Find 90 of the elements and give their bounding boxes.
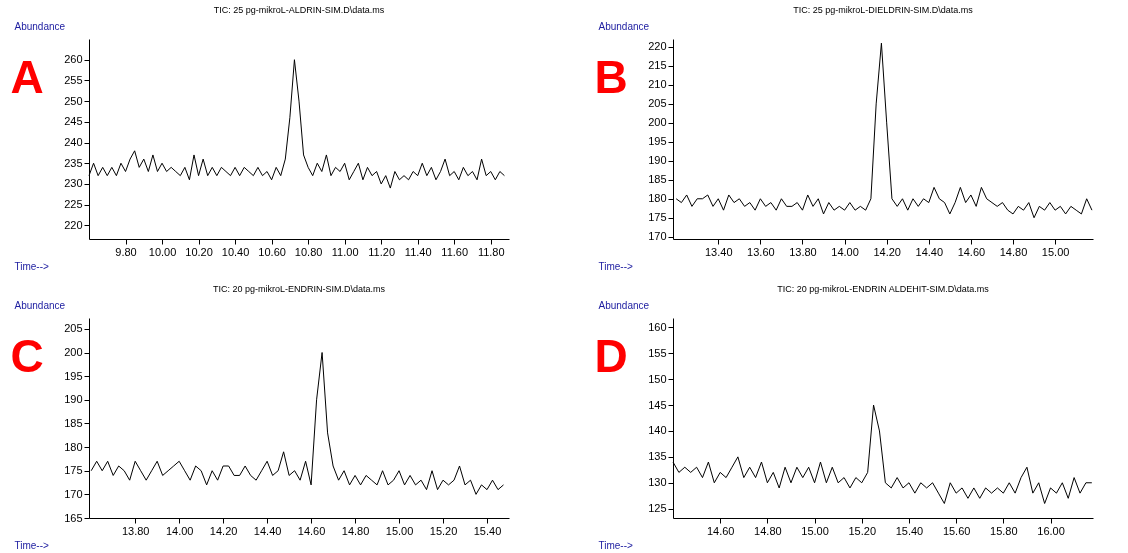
x-tick-label: 15.60: [942, 524, 971, 537]
y-tick-label: 155: [648, 346, 667, 359]
y-tick-label: 230: [64, 177, 83, 190]
y-axis-title: Abundance: [14, 20, 66, 32]
x-tick-label: 14.20: [209, 524, 238, 537]
x-tick-label: 14.20: [873, 245, 901, 258]
x-tick-label: 16.00: [1037, 524, 1065, 537]
x-tick-label: 15.80: [990, 524, 1018, 537]
x-tick-label: 11.80: [477, 245, 505, 258]
y-tick-label: 200: [64, 346, 83, 359]
x-tick-label: 14.00: [831, 245, 859, 258]
y-tick-label: 180: [648, 192, 667, 205]
y-tick-label: 130: [648, 476, 667, 489]
x-tick-label: 15.40: [473, 524, 502, 537]
x-tick-label: 15.00: [1041, 245, 1070, 258]
chart-title: TIC: 20 pg-mikroL-ENDRIN ALDEHIT-SIM.D\data.ms: [777, 284, 990, 294]
y-tick-label: 215: [648, 59, 667, 72]
y-tick-label: 250: [64, 94, 83, 107]
y-tick-label: 165: [64, 511, 83, 524]
x-axis-title: Time-->: [598, 539, 634, 551]
x-axis-title: Time-->: [598, 260, 634, 272]
x-tick-label: 13.80: [789, 245, 817, 258]
chart-title: TIC: 20 pg-mikroL-ENDRIN-SIM.D\data.ms: [212, 284, 386, 294]
chart-title: TIC: 25 pg-mikroL-ALDRIN-SIM.D\data.ms: [213, 5, 385, 15]
x-tick-label: 14.80: [754, 524, 782, 537]
x-tick-label: 11.00: [331, 245, 359, 258]
y-tick-label: 150: [648, 372, 667, 385]
y-tick-label: 185: [64, 416, 83, 429]
x-tick-label: 14.40: [253, 524, 282, 537]
text: C: [10, 330, 44, 382]
y-tick-label: 200: [648, 116, 667, 129]
y-tick-label: 135: [648, 450, 667, 463]
x-tick-label: 15.40: [895, 524, 924, 537]
y-tick-label: 190: [64, 393, 83, 406]
y-tick-label: 170: [64, 487, 83, 500]
x-tick-label: 13.60: [747, 245, 775, 258]
y-tick-label: 170: [648, 230, 667, 243]
y-tick-label: 180: [64, 440, 83, 453]
x-tick-label: 10.40: [221, 245, 250, 258]
y-tick-label: 175: [648, 211, 667, 224]
x-tick-label: 11.60: [441, 245, 469, 258]
x-tick-label: 15.00: [385, 524, 414, 537]
y-tick-label: 205: [64, 322, 83, 335]
x-tick-label: 11.40: [404, 245, 432, 258]
x-tick-label: 10.00: [148, 245, 177, 258]
text: D: [594, 330, 628, 382]
y-tick-label: 210: [648, 78, 667, 91]
x-tick-label: 14.00: [165, 524, 194, 537]
y-tick-label: 185: [648, 173, 667, 186]
x-axis-title: Time-->: [14, 539, 50, 551]
x-tick-label: 14.60: [957, 245, 986, 258]
x-tick-label: 9.80: [115, 245, 137, 258]
y-tick-label: 195: [64, 369, 83, 382]
y-tick-label: 125: [648, 502, 667, 515]
y-tick-label: 205: [648, 97, 667, 110]
y-tick-label: 190: [648, 154, 667, 167]
y-axis-title: Abundance: [598, 299, 650, 311]
y-tick-label: 235: [64, 156, 83, 169]
x-tick-label: 10.20: [185, 245, 213, 258]
x-tick-label: 13.40: [705, 245, 733, 258]
y-tick-label: 225: [64, 198, 83, 211]
x-tick-label: 15.00: [801, 524, 829, 537]
chart-title: TIC: 25 pg-mikroL-DIELDRIN-SIM.D\data.ms: [793, 5, 974, 15]
x-tick-label: 10.60: [258, 245, 286, 258]
x-tick-label: 15.20: [848, 524, 877, 537]
y-tick-label: 145: [648, 398, 667, 411]
y-tick-label: 245: [64, 115, 83, 128]
x-tick-label: 10.80: [294, 245, 323, 258]
y-tick-label: 220: [648, 40, 667, 53]
text: A: [10, 51, 44, 103]
text: B: [594, 51, 628, 103]
x-tick-label: 14.80: [999, 245, 1028, 258]
y-tick-label: 240: [64, 136, 83, 149]
y-tick-label: 140: [648, 424, 667, 437]
y-axis-title: Abundance: [598, 20, 650, 32]
x-tick-label: 14.80: [341, 524, 370, 537]
y-axis-title: Abundance: [14, 299, 66, 311]
x-tick-label: 14.40: [915, 245, 944, 258]
x-tick-label: 15.20: [429, 524, 458, 537]
y-tick-label: 175: [64, 464, 83, 477]
x-tick-label: 14.60: [706, 524, 735, 537]
x-tick-label: 13.80: [121, 524, 150, 537]
y-tick-label: 260: [64, 53, 83, 66]
y-tick-label: 195: [648, 135, 667, 148]
y-tick-label: 160: [648, 320, 667, 333]
y-tick-label: 255: [64, 73, 83, 86]
x-tick-label: 14.60: [297, 524, 326, 537]
y-tick-label: 220: [64, 218, 83, 231]
x-axis-title: Time-->: [14, 260, 50, 272]
x-tick-label: 11.20: [368, 245, 396, 258]
